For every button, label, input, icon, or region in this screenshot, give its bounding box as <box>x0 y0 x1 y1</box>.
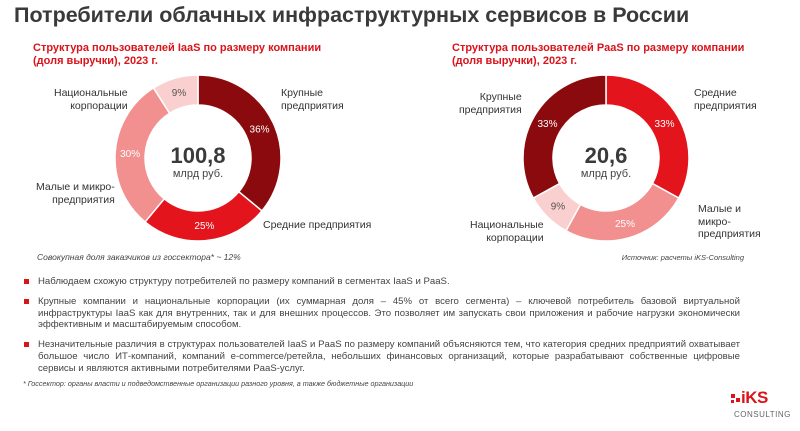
paas-label-small: Малые и микро-предприятия <box>698 203 761 240</box>
chart-iaas-subtitle-line: (доля выручки), 2023 г. <box>33 55 158 67</box>
paas-slice-3 <box>522 74 607 200</box>
chart-iaas-subtitle: Структура пользователей IaaS по размеру … <box>33 42 321 68</box>
bullet-list: Наблюдаем схожую структуру потребителей … <box>22 276 740 383</box>
source-note: Источник: расчеты iKS-Consulting <box>621 253 744 262</box>
company-logo: iKS CONSULTING <box>728 388 791 424</box>
chart-paas-subtitle-line: (доля выручки), 2023 г. <box>452 55 577 67</box>
iaas-slice-0-value-label: 36% <box>250 125 270 136</box>
bullet-item: Наблюдаем схожую структуру потребителей … <box>22 276 740 288</box>
paas-slice-1-value-label: 25% <box>615 219 635 230</box>
bullet-item: Незначительные различия в структурах пол… <box>22 339 740 374</box>
iaas-label-small: Малые и микро-предприятия <box>36 181 115 206</box>
gos-footnote: * Госсектор: органы власти и подведомств… <box>23 379 414 388</box>
page-title: Потребители облачных инфраструктурных се… <box>14 3 690 27</box>
iaas-label-national: Национальные корпорации <box>54 87 128 112</box>
iaas-center-value: 100,8 <box>170 143 226 168</box>
paas-center-value: 20,6 <box>584 143 628 168</box>
paas-slice-1 <box>564 182 680 242</box>
logo-square <box>731 400 734 403</box>
logo-square <box>736 398 740 402</box>
bullet-marker <box>24 299 29 305</box>
bullet-marker <box>24 279 29 284</box>
iaas-label-large: Крупные предприятия <box>281 87 344 112</box>
gos-share-note: Совокупная доля заказчиков из госсектора… <box>37 252 241 262</box>
iaas-slice-3-value-label: 9% <box>172 88 187 99</box>
logo-sub-text: CONSULTING <box>734 410 791 419</box>
iaas-slice-0 <box>197 74 282 212</box>
paas-slice-2-value-label: 9% <box>551 202 566 213</box>
chart-paas-subtitle-line: Структура пользователей PaaS по размеру … <box>452 42 745 54</box>
paas-label-national: Национальные корпорации <box>470 219 544 244</box>
paas-label-large: Крупные предприятия <box>459 91 522 116</box>
iaas-slice-2-value-label: 30% <box>120 149 140 160</box>
paas-slice-0-value-label: 33% <box>655 119 675 130</box>
bullet-marker <box>24 342 29 348</box>
logo-square <box>731 394 735 398</box>
chart-iaas-subtitle-line: Структура пользователей IaaS по размеру … <box>33 42 322 54</box>
iaas-center-unit: млрд руб. <box>172 168 224 180</box>
iaas-slice-3 <box>152 74 199 115</box>
paas-center-unit: млрд руб. <box>580 168 632 180</box>
paas-slice-3-value-label: 33% <box>537 119 557 130</box>
bullet-item: Крупные компании и национальные корпорац… <box>22 296 740 331</box>
chart-paas-subtitle: Структура пользователей PaaS по размеру … <box>452 42 744 68</box>
iaas-slice-1-value-label: 25% <box>194 221 214 232</box>
iaas-label-medium: Средние предприятия <box>263 219 372 231</box>
logo-main-text: iKS <box>741 388 768 407</box>
paas-label-medium: Средние предприятия <box>694 87 757 112</box>
